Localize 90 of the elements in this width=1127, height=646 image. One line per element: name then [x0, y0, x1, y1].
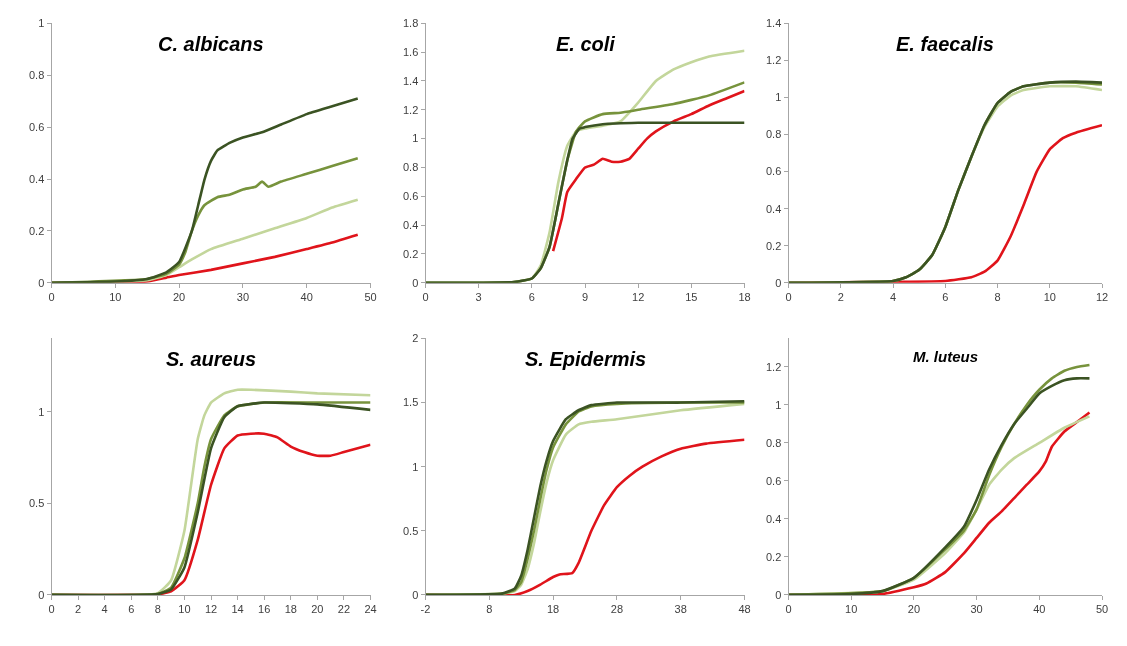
x-tick-label: 0: [785, 603, 792, 616]
x-tick-label: 8: [154, 603, 161, 616]
y-tick-label: 0.5: [29, 497, 45, 510]
x-tick-label: 22: [337, 603, 351, 616]
x-tick-label: 18: [284, 603, 297, 616]
x-tick-label: 38: [674, 603, 687, 616]
y-tick-label: 0.4: [403, 219, 419, 231]
y-tick-label: 1: [38, 405, 45, 418]
y-tick-label: 0.4: [766, 512, 782, 525]
x-tick-label: 10: [109, 291, 122, 304]
y-tick-label: 0.8: [403, 161, 419, 174]
x-tick-label: 9: [581, 291, 589, 304]
x-tick-label: 14: [231, 603, 244, 616]
text: C. albicans: [158, 33, 264, 55]
y-tick-label: 1.2: [403, 103, 419, 116]
y-tick-label: 1.5: [403, 396, 419, 409]
text: E. coli: [556, 33, 616, 55]
y-tick-label: 0.2: [766, 239, 782, 252]
x-tick-label: 20: [907, 603, 921, 616]
x-tick-label: 2: [75, 603, 82, 616]
y-tick-label: 1.4: [766, 17, 782, 30]
y-tick-label: 1: [38, 17, 45, 30]
y-tick-label: 1.2: [766, 54, 782, 67]
x-tick-label: 3: [475, 291, 482, 304]
x-tick-label: 0: [422, 291, 429, 304]
x-tick-label: 24: [364, 603, 377, 616]
x-tick-label: 4: [101, 603, 108, 616]
x-tick-label: 0: [785, 291, 792, 304]
y-tick-label: 1: [775, 398, 782, 411]
x-tick-label: 12: [632, 291, 645, 304]
x-tick-label: 10: [1043, 291, 1056, 304]
y-tick-label: 0: [412, 276, 419, 289]
x-tick-label: 20: [311, 603, 324, 616]
x-tick-label: 40: [300, 291, 313, 304]
x-tick-label: 6: [942, 291, 949, 304]
y-tick-label: 0.4: [29, 172, 45, 185]
x-tick-label: 12: [1095, 291, 1109, 304]
x-tick-label: 2: [837, 291, 844, 304]
y-tick-label: 2: [412, 332, 419, 345]
text: M. luteus: [913, 348, 979, 365]
y-tick-label: 1.2: [766, 360, 782, 373]
x-tick-label: -2: [420, 603, 431, 616]
x-tick-label: 15: [685, 291, 698, 304]
x-tick-label: 18: [546, 603, 560, 616]
y-tick-label: 1.8: [403, 17, 419, 30]
y-tick-label: 0.8: [766, 436, 782, 449]
x-tick-label: 30: [236, 291, 250, 304]
x-tick-label: 20: [172, 291, 186, 304]
text: S. aureus: [166, 348, 257, 370]
x-tick-label: 12: [204, 603, 218, 616]
y-tick-label: 0.6: [766, 165, 782, 178]
y-tick-label: 1: [412, 460, 419, 473]
x-tick-label: 6: [128, 603, 135, 616]
y-tick-label: 0.6: [29, 120, 45, 133]
x-tick-label: 30: [970, 603, 983, 616]
x-tick-label: 10: [178, 603, 191, 616]
y-tick-label: 0: [775, 276, 782, 289]
y-tick-label: 0.2: [403, 247, 419, 260]
y-tick-label: 0: [38, 588, 45, 601]
y-tick-label: 0.6: [403, 190, 419, 203]
x-tick-label: 16: [258, 603, 271, 616]
x-tick-label: 8: [486, 603, 493, 616]
y-tick-label: 0.5: [403, 524, 419, 537]
y-tick-label: 0: [412, 588, 419, 601]
y-tick-label: 0.4: [766, 202, 782, 215]
y-tick-label: 0.8: [766, 128, 782, 141]
y-tick-label: 1.4: [403, 74, 419, 87]
y-tick-label: 0: [775, 588, 782, 601]
y-tick-label: 0.2: [766, 550, 782, 563]
y-tick-label: 1: [775, 91, 782, 104]
x-tick-label: 6: [528, 291, 535, 304]
x-tick-label: 0: [48, 603, 55, 616]
x-tick-label: 40: [1033, 603, 1046, 616]
x-tick-label: 18: [738, 291, 751, 304]
y-tick-label: 1: [412, 132, 419, 145]
x-tick-label: 0: [48, 291, 55, 304]
y-tick-label: 0.8: [29, 69, 45, 82]
text: E. faecalis: [896, 33, 994, 55]
text: S. Epidermis: [525, 348, 647, 370]
x-tick-label: 50: [364, 291, 377, 304]
x-tick-label: 10: [845, 603, 858, 616]
y-tick-label: 0.6: [766, 474, 782, 487]
x-tick-label: 4: [889, 291, 897, 304]
y-tick-label: 1.6: [403, 45, 419, 58]
x-tick-label: 48: [738, 603, 751, 616]
y-tick-label: 0.2: [29, 224, 45, 237]
x-tick-label: 8: [994, 291, 1001, 304]
x-tick-label: 50: [1095, 603, 1109, 616]
x-tick-label: 28: [610, 603, 624, 616]
y-tick-label: 0: [38, 276, 45, 289]
